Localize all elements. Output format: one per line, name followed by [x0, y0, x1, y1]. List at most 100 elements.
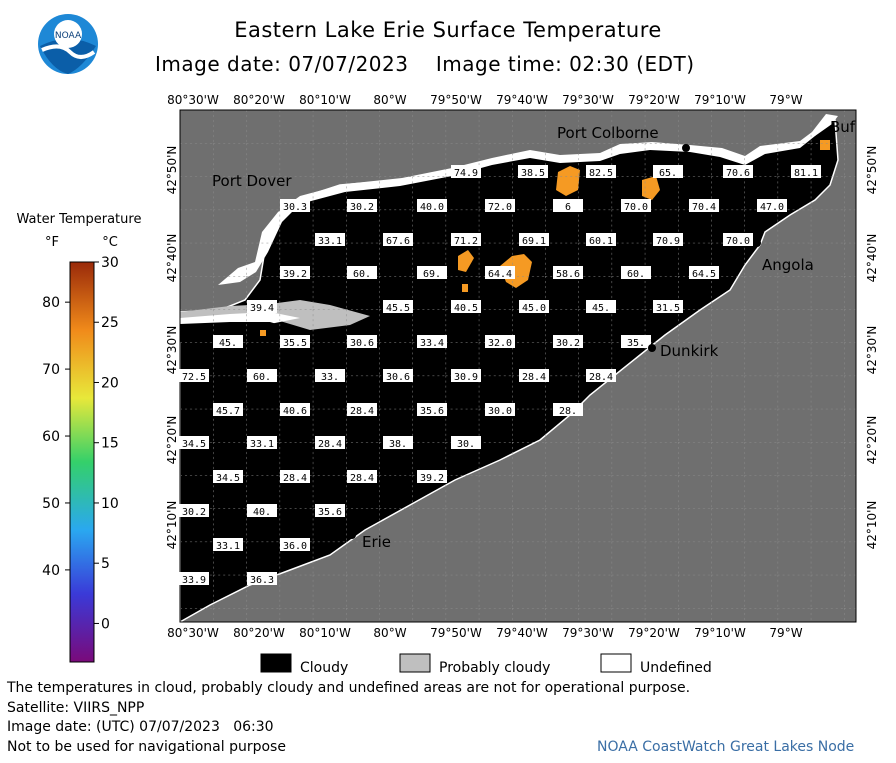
svg-text:33.1: 33.1	[318, 236, 342, 247]
svg-text:40.0: 40.0	[420, 202, 444, 213]
map-title: Eastern Lake Erie Surface Temperature	[234, 18, 662, 42]
svg-text:70.6: 70.6	[726, 168, 750, 179]
temperature-labels: 74.9 38.5 82.5 65. 70.6 81.1 30.3 30.2 40.0 72.0 6…	[179, 165, 821, 586]
temperature-label: 70.0	[723, 233, 753, 247]
longitude-label: 80°10'W	[299, 93, 351, 107]
colorbar-tick-label-f: 40	[42, 563, 60, 579]
latitude-labels-right: 42°50'N 42°40'N 42°30'N 42°20'N 42°10'N	[865, 146, 879, 550]
temperature-label: 35.	[621, 335, 651, 349]
temperature-label: 45.7	[213, 403, 243, 417]
temperature-label: 40.6	[280, 403, 310, 417]
svg-text:34.5: 34.5	[216, 473, 240, 484]
temperature-label: 70.4	[689, 199, 719, 213]
place-dots	[348, 144, 761, 539]
image-date-label: Image date: 07/07/2023	[155, 52, 409, 76]
footer-navigation-note: Not to be used for navigational purpose	[7, 739, 286, 755]
svg-text:58.6: 58.6	[556, 269, 580, 280]
image-time-label: Image time: 02:30 (EDT)	[435, 52, 695, 76]
colorbar-tick-label-c: 10	[101, 496, 119, 512]
place-dunkirk: Dunkirk	[660, 342, 719, 360]
svg-text:70.4: 70.4	[692, 202, 716, 213]
svg-text:28.4: 28.4	[589, 372, 613, 383]
svg-text:35.5: 35.5	[283, 338, 307, 349]
temperature-label: 35.6	[417, 403, 447, 417]
footer-utc-date: Image date: (UTC) 07/07/2023 06:30	[7, 719, 274, 735]
svg-text:65.: 65.	[659, 168, 677, 179]
place-port-colborne: Port Colborne	[557, 124, 659, 142]
svg-text:45.7: 45.7	[216, 406, 240, 417]
temperature-label: 72.0	[485, 199, 515, 213]
svg-text:30.6: 30.6	[350, 338, 374, 349]
temperature-label: 30.	[451, 436, 481, 450]
svg-text:30.2: 30.2	[556, 338, 580, 349]
svg-text:40.5: 40.5	[454, 303, 478, 314]
temperature-label: 36.3	[247, 572, 277, 586]
svg-text:28.: 28.	[559, 406, 577, 417]
longitude-label: 79°50'W	[430, 93, 482, 107]
place-port-dover: Port Dover	[212, 172, 292, 190]
svg-text:28.4: 28.4	[318, 439, 342, 450]
temperature-label: 33.4	[417, 335, 447, 349]
temperature-label: 40.	[247, 504, 277, 518]
latitude-label: 42°50'N	[165, 146, 179, 195]
longitude-label: 80°30'W	[167, 93, 219, 107]
svg-text:28.4: 28.4	[350, 406, 374, 417]
svg-text:45.: 45.	[592, 303, 610, 314]
latitude-label: 42°40'N	[165, 234, 179, 283]
longitude-label: 80°W	[373, 93, 406, 107]
colorbar-unit-f: °F	[45, 235, 59, 250]
temperature-label: 40.5	[451, 300, 481, 314]
svg-text:71.2: 71.2	[454, 236, 478, 247]
longitude-label: 79°40'W	[496, 626, 548, 640]
svg-text:81.1: 81.1	[794, 168, 818, 179]
svg-text:69.1: 69.1	[522, 236, 546, 247]
svg-text:6: 6	[565, 202, 571, 213]
svg-text:28.4: 28.4	[522, 372, 546, 383]
temperature-label: 30.0	[485, 403, 515, 417]
longitude-label: 79°30'W	[562, 93, 614, 107]
footer-note: The temperatures in cloud, probably clou…	[7, 680, 691, 696]
longitude-label: 79°30'W	[562, 626, 614, 640]
longitude-label: 79°10'W	[694, 93, 746, 107]
svg-text:60.: 60.	[253, 372, 271, 383]
svg-text:45.5: 45.5	[386, 303, 410, 314]
place-labels: Port Colborne Port Dover Angola Dunkirk …	[212, 118, 856, 551]
svg-text:39.2: 39.2	[420, 473, 444, 484]
longitude-label: 79°40'W	[496, 93, 548, 107]
svg-text:34.5: 34.5	[182, 439, 206, 450]
svg-text:70.0: 70.0	[726, 236, 750, 247]
latitude-label: 42°20'N	[865, 416, 879, 465]
temperature-label: 60.1	[586, 233, 616, 247]
legend-label: Cloudy	[300, 660, 348, 676]
svg-text:64.5: 64.5	[692, 269, 716, 280]
longitude-labels-top: 80°30'W 80°20'W 80°10'W 80°W 79°50'W 79°40'W 7…	[167, 93, 803, 107]
temperature-label: 81.1	[791, 165, 821, 179]
temperature-label: 45.5	[383, 300, 413, 314]
svg-text:82.5: 82.5	[589, 168, 613, 179]
noaa-logo: NOAA	[38, 14, 98, 74]
temperature-label: 34.5	[179, 436, 209, 450]
svg-text:28.4: 28.4	[350, 473, 374, 484]
temperature-label: 70.6	[723, 165, 753, 179]
svg-text:70.0: 70.0	[624, 202, 648, 213]
svg-text:60.: 60.	[627, 269, 645, 280]
svg-text:36.3: 36.3	[250, 575, 274, 586]
svg-text:35.6: 35.6	[420, 406, 444, 417]
colorbar	[69, 261, 95, 663]
temperature-label: 45.	[586, 300, 616, 314]
svg-text:45.: 45.	[219, 338, 237, 349]
longitude-labels-bottom: 80°30'W 80°20'W 80°10'W 80°W 79°50'W 79°40'W 7…	[167, 626, 803, 640]
temperature-label: 69.	[417, 266, 447, 280]
svg-text:35.: 35.	[627, 338, 645, 349]
place-erie: Erie	[362, 533, 391, 551]
svg-text:36.0: 36.0	[283, 541, 307, 552]
temperature-label: 33.1	[315, 233, 345, 247]
svg-text:64.4: 64.4	[488, 269, 512, 280]
footer-credit: NOAA CoastWatch Great Lakes Node	[597, 739, 855, 755]
footer-satellite: Satellite: VIIRS_NPP	[7, 700, 145, 716]
svg-text:33.: 33.	[321, 372, 339, 383]
temperature-label: 70.0	[621, 199, 651, 213]
longitude-label: 80°20'W	[233, 626, 285, 640]
temperature-label: 69.1	[519, 233, 549, 247]
